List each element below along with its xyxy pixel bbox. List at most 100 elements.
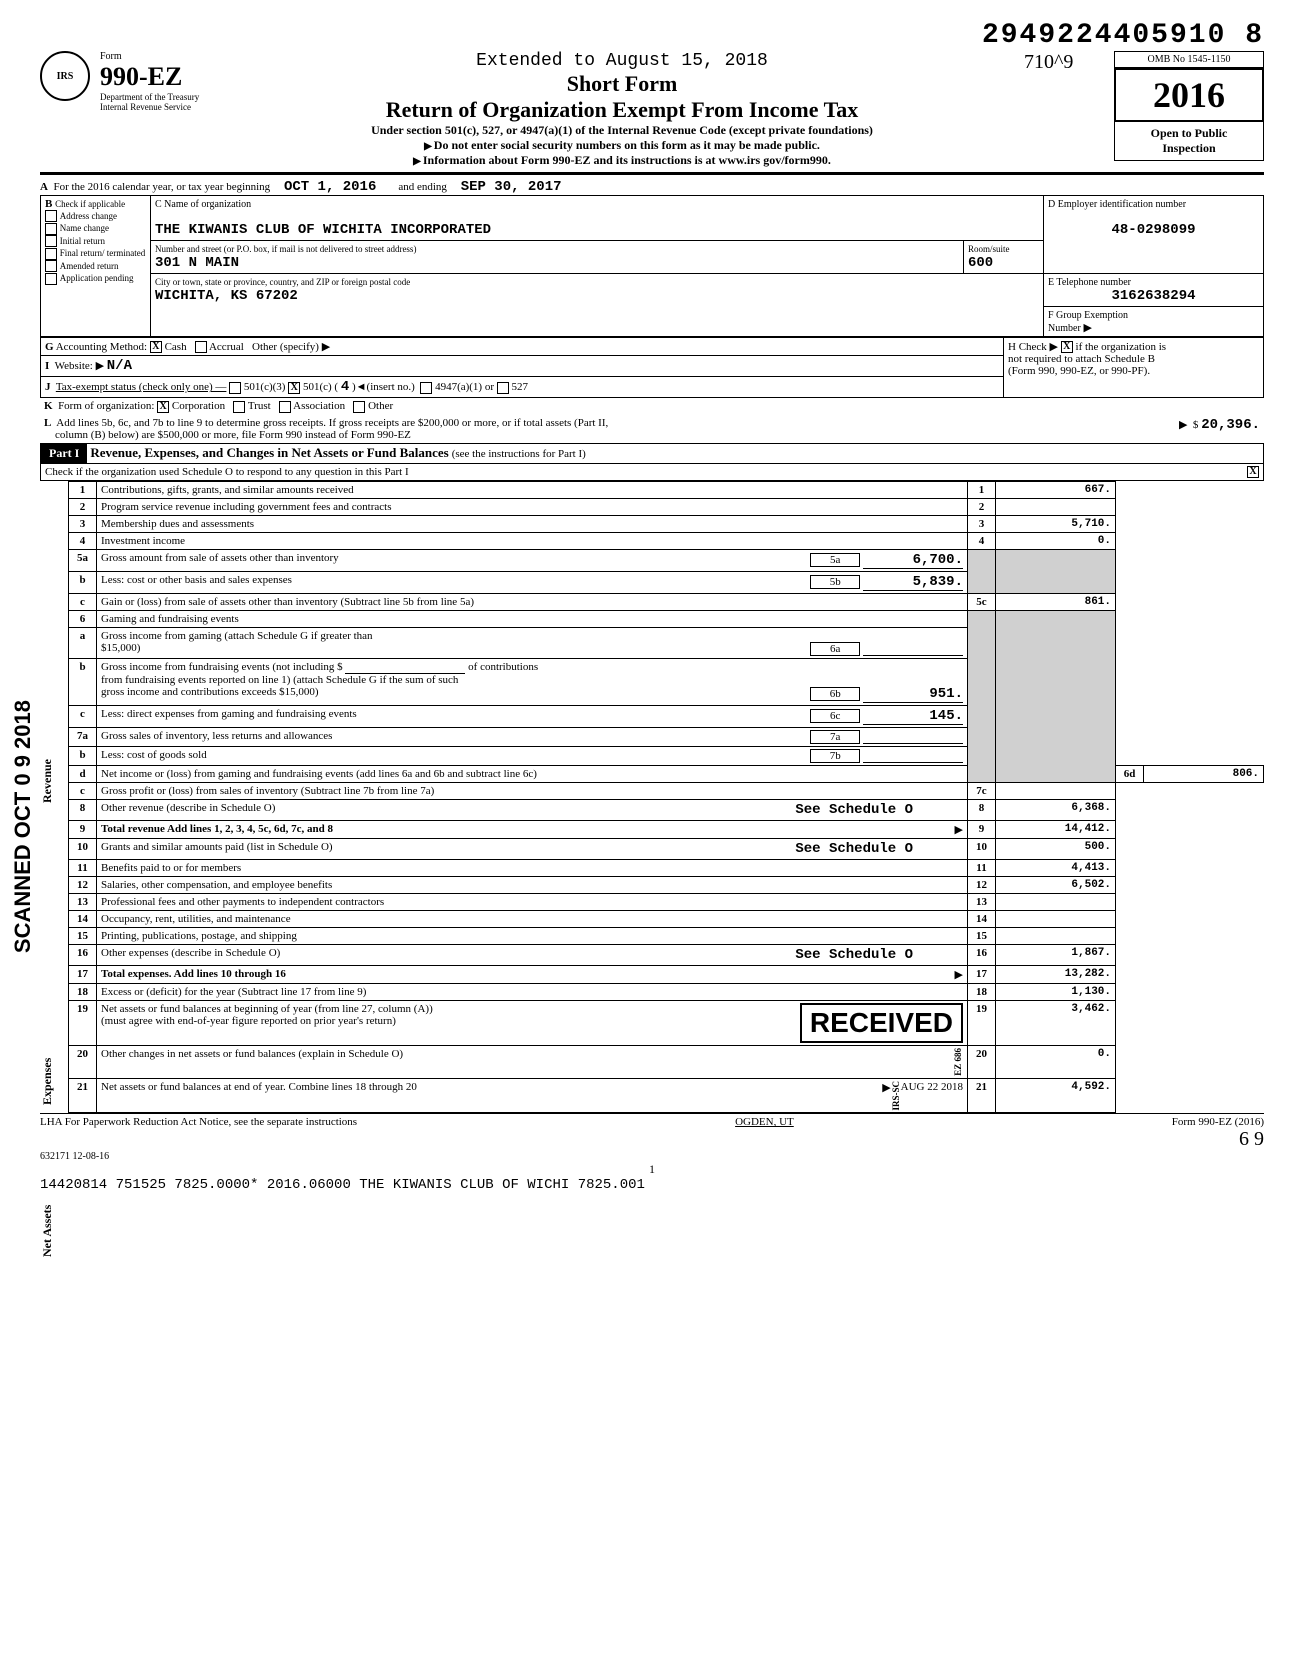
line-1-amount: 667. xyxy=(996,481,1116,498)
line-21-amount: 4,592. xyxy=(996,1078,1116,1113)
section-c-label: C Name of organization xyxy=(155,199,251,210)
table-row: 1 Contributions, gifts, grants, and simi… xyxy=(69,481,1264,498)
footer-code: 632171 12-08-16 xyxy=(40,1151,1264,1162)
line-10-note: See Schedule O xyxy=(795,841,913,857)
line-5a-subamount: 6,700. xyxy=(863,552,963,569)
expenses-vert-label: Expenses xyxy=(40,1011,55,1151)
part1-table: Revenue Expenses Net Assets 1 Contributi… xyxy=(40,481,1264,1113)
short-form-label: Short Form xyxy=(230,71,1014,97)
ogden-stamp: OGDEN, UT xyxy=(735,1116,794,1128)
line-17-amount: 13,282. xyxy=(996,965,1116,983)
checkbox-accrual[interactable] xyxy=(195,341,207,353)
street-label: Number and street (or P.O. box, if mail … xyxy=(155,244,416,254)
line-16-note: See Schedule O xyxy=(795,947,913,963)
part1-title: Revenue, Expenses, and Changes in Net As… xyxy=(90,445,448,460)
table-row: 18 Excess or (deficit) for the year (Sub… xyxy=(69,983,1264,1000)
handwritten-bottom: 6 9 xyxy=(40,1128,1264,1151)
checkbox-other-org[interactable] xyxy=(353,401,365,413)
checkbox-amended-return[interactable] xyxy=(45,260,57,272)
part1-header-row: Part I Revenue, Expenses, and Changes in… xyxy=(40,443,1264,464)
open-public-1: Open to Public xyxy=(1119,126,1259,141)
line-14-amount xyxy=(996,910,1116,927)
checkbox-501c[interactable]: X xyxy=(288,382,300,394)
checkbox-trust[interactable] xyxy=(233,401,245,413)
checkbox-527[interactable] xyxy=(497,382,509,394)
line-a: A For the 2016 calendar year, or tax yea… xyxy=(40,179,1264,195)
line-20-amount: 0. xyxy=(996,1045,1116,1078)
city-state-zip: WICHITA, KS 67202 xyxy=(155,288,298,304)
table-row: 4 Investment income 4 0. xyxy=(69,532,1264,549)
section-f-label: F Group Exemption xyxy=(1048,310,1128,321)
line-j-label: Tax-exempt status (check only one) — xyxy=(56,381,227,393)
line-3-amount: 5,710. xyxy=(996,515,1116,532)
table-row: 14 Occupancy, rent, utilities, and maint… xyxy=(69,910,1264,927)
line-l: L Add lines 5b, 6c, and 7b to line 9 to … xyxy=(40,415,1264,443)
line-l-amount: 20,396. xyxy=(1201,417,1260,433)
checkbox-initial-return[interactable] xyxy=(45,235,57,247)
line-6c-subamount: 145. xyxy=(863,708,963,725)
table-row: 5a Gross amount from sale of assets othe… xyxy=(69,549,1264,571)
checkbox-501c3[interactable] xyxy=(229,382,241,394)
table-row: 10 Grants and similar amounts paid (list… xyxy=(69,838,1264,859)
check-if-label: Check if applicable xyxy=(55,199,125,209)
table-row: 3 Membership dues and assessments 3 5,71… xyxy=(69,515,1264,532)
ez686-stamp: EZ 686 xyxy=(953,1048,963,1076)
page-number: 1 xyxy=(40,1162,1264,1177)
line-9-amount: 14,412. xyxy=(996,820,1116,838)
irs-seal-icon: IRS xyxy=(40,51,90,101)
open-public-2: Inspection xyxy=(1119,141,1259,156)
dept-treasury: Department of the Treasury xyxy=(100,92,220,102)
dept-irs: Internal Revenue Service xyxy=(100,102,220,112)
checkbox-corporation[interactable]: X xyxy=(157,401,169,413)
table-row: 16 Other expenses (describe in Schedule … xyxy=(69,944,1264,965)
line-8-note: See Schedule O xyxy=(795,802,913,818)
checkbox-final-return[interactable] xyxy=(45,248,57,260)
line-4-amount: 0. xyxy=(996,532,1116,549)
checkbox-association[interactable] xyxy=(279,401,291,413)
form-number: 990-EZ xyxy=(100,62,220,92)
line-k: K Form of organization: X Corporation Tr… xyxy=(40,398,1264,414)
checkbox-name-change[interactable] xyxy=(45,223,57,235)
checkbox-h[interactable]: X xyxy=(1061,341,1073,353)
table-row: 15 Printing, publications, postage, and … xyxy=(69,927,1264,944)
lha-row: LHA For Paperwork Reduction Act Notice, … xyxy=(40,1113,1264,1128)
table-row: 17 Total expenses. Add lines 10 through … xyxy=(69,965,1264,983)
scanned-stamp: SCANNED OCT 0 9 2018 xyxy=(10,700,36,953)
checkbox-cash[interactable]: X xyxy=(150,341,162,353)
city-label: City or town, state or province, country… xyxy=(155,277,410,287)
form-info: Information about Form 990-EZ and its in… xyxy=(230,153,1014,168)
line-13-amount xyxy=(996,893,1116,910)
line-19-amount: 3,462. xyxy=(996,1000,1116,1045)
website: N/A xyxy=(107,358,132,374)
checkbox-application-pending[interactable] xyxy=(45,273,57,285)
line-10-amount: 500. xyxy=(996,838,1116,859)
status-table: G Accounting Method: X Cash Accrual Othe… xyxy=(40,337,1264,398)
telephone: 3162638294 xyxy=(1048,288,1259,304)
line-5c-amount: 861. xyxy=(996,593,1116,610)
ein: 48-0298099 xyxy=(1048,222,1259,238)
line-15-amount xyxy=(996,927,1116,944)
line-2-amount xyxy=(996,498,1116,515)
checkbox-address-change[interactable] xyxy=(45,210,57,222)
line-16-amount: 1,867. xyxy=(996,944,1116,965)
form-label: Form xyxy=(100,51,220,62)
checkbox-4947a1[interactable] xyxy=(420,382,432,394)
room-suite: 600 xyxy=(968,255,993,271)
extended-text: Extended to August 15, 2018 xyxy=(230,51,1014,71)
line-6d-amount: 806. xyxy=(1144,765,1264,782)
table-row: 11 Benefits paid to or for members 11 4,… xyxy=(69,859,1264,876)
revenue-vert-label: Revenue xyxy=(40,631,55,931)
received-stamp: RECEIVED xyxy=(800,1003,963,1043)
section-f-label2: Number xyxy=(1048,323,1081,334)
irs-sc-stamp: IRS-SC xyxy=(891,1081,901,1111)
section-e-label: E Telephone number xyxy=(1048,277,1131,288)
line-g-label: Accounting Method: xyxy=(56,341,147,353)
form-ref: Form 990-EZ (2016) xyxy=(1172,1116,1264,1128)
entity-info-table: B Check if applicable Address change Nam… xyxy=(40,195,1264,337)
street-address: 301 N MAIN xyxy=(155,255,239,271)
table-row: c Gross profit or (loss) from sales of i… xyxy=(69,782,1264,799)
table-row: 8 Other revenue (describe in Schedule O)… xyxy=(69,799,1264,820)
checkbox-schedule-o[interactable]: X xyxy=(1247,466,1259,478)
part1-label: Part I xyxy=(41,444,87,463)
line-a-label: For the 2016 calendar year, or tax year … xyxy=(53,181,270,193)
